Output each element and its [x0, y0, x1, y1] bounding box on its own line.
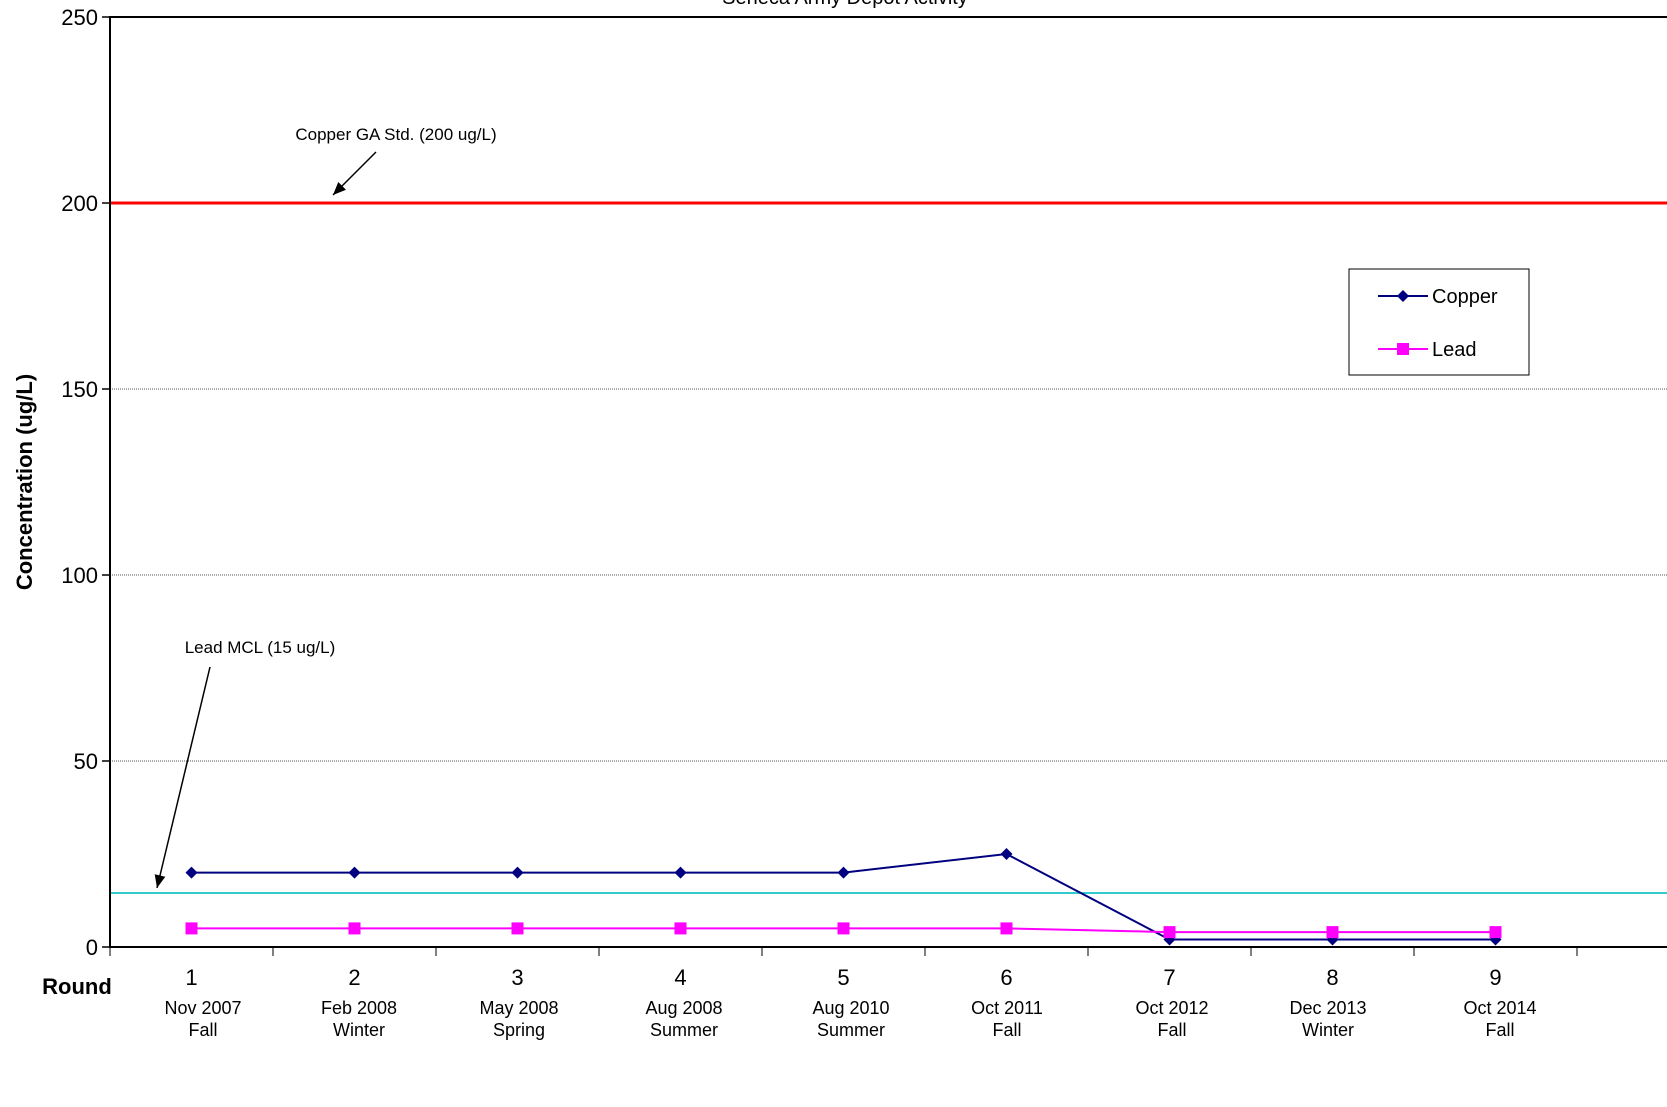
- lead-mcl-annotation: Lead MCL (15 ug/L): [185, 638, 336, 657]
- copper-point: [511, 866, 524, 879]
- x-date-label: Oct 2014: [1463, 998, 1536, 1018]
- x-season-label: Summer: [817, 1020, 885, 1040]
- legend-label: Lead: [1432, 339, 1477, 361]
- y-tick-label: 0: [86, 935, 98, 960]
- legend-box: [1348, 268, 1530, 376]
- lead-point: [511, 922, 524, 935]
- x-date-label: Aug 2010: [812, 998, 889, 1018]
- x-season-label: Spring: [493, 1020, 545, 1040]
- lead-point: [348, 922, 361, 935]
- x-round-label: 1: [185, 965, 197, 990]
- x-season-label: Fall: [1157, 1020, 1186, 1040]
- plot-area: [109, 16, 1667, 948]
- y-axis-label: Concentration (ug/L): [12, 374, 37, 590]
- x-date-label: Dec 2013: [1289, 998, 1366, 1018]
- x-round-label: 2: [348, 965, 360, 990]
- annotations: Copper GA Std. (200 ug/L) Lead MCL (15 ug…: [154, 125, 497, 889]
- x-round-label: 8: [1326, 965, 1338, 990]
- lead-point: [1000, 922, 1013, 935]
- chart-title: Seneca Army Depot Activity: [722, 0, 968, 9]
- x-season-label: Winter: [1302, 1020, 1354, 1040]
- y-axis: 0 50 100 150 200 250: [61, 5, 110, 960]
- x-date-label: May 2008: [479, 998, 558, 1018]
- x-season-label: Winter: [333, 1020, 385, 1040]
- x-round-label: 3: [511, 965, 523, 990]
- lead-point: [674, 922, 687, 935]
- copper-point: [185, 866, 198, 879]
- x-date-label: Nov 2007: [164, 998, 241, 1018]
- copper-point: [348, 866, 361, 879]
- legend: Copper Lead: [1348, 268, 1530, 376]
- y-tick-label: 200: [61, 191, 98, 216]
- x-date-label: Oct 2012: [1135, 998, 1208, 1018]
- x-round-label: 7: [1163, 965, 1175, 990]
- lead-point: [185, 922, 198, 935]
- x-round-label: 4: [674, 965, 686, 990]
- x-season-label: Fall: [1485, 1020, 1514, 1040]
- lead-point: [1326, 926, 1339, 939]
- copper-point: [1000, 848, 1013, 860]
- x-round-label: 6: [1000, 965, 1012, 990]
- lead-point: [837, 922, 850, 935]
- copper-std-annotation: Copper GA Std. (200 ug/L): [295, 125, 496, 144]
- y-tick-label: 250: [61, 5, 98, 30]
- y-tick-label: 150: [61, 377, 98, 402]
- legend-marker: [1397, 343, 1409, 355]
- x-season-label: Summer: [650, 1020, 718, 1040]
- legend-marker: [1397, 290, 1409, 302]
- lead-point: [1489, 926, 1502, 939]
- arrow-shaft: [156, 666, 211, 889]
- arrow-head: [333, 182, 346, 195]
- x-axis-label: Round: [42, 974, 112, 999]
- y-tick-label: 50: [74, 749, 98, 774]
- series-layer: [185, 848, 1502, 946]
- legend-label: Copper: [1432, 286, 1498, 308]
- x-date-label: Aug 2008: [645, 998, 722, 1018]
- x-season-label: Fall: [188, 1020, 217, 1040]
- x-round-label: 5: [837, 965, 849, 990]
- copper-point: [674, 866, 687, 879]
- reference-lines: [110, 201, 1667, 895]
- lead-point: [1163, 926, 1176, 939]
- x-date-label: Feb 2008: [321, 998, 397, 1018]
- x-round-label: 9: [1489, 965, 1501, 990]
- x-season-label: Fall: [992, 1020, 1021, 1040]
- x-date-label: Oct 2011: [971, 998, 1043, 1018]
- arrow-head: [154, 874, 166, 888]
- copper-point: [837, 866, 850, 879]
- y-tick-label: 100: [61, 563, 98, 588]
